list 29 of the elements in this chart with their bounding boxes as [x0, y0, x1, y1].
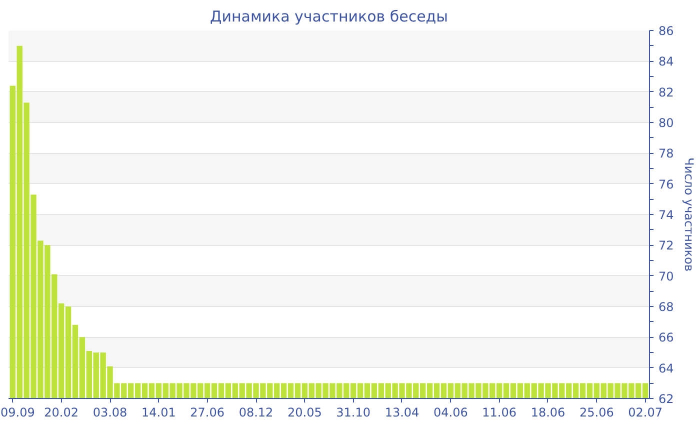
y-tick-label: 74 [658, 208, 674, 222]
x-tick-label: 08.12 [238, 406, 274, 420]
y-tick-label: 68 [658, 300, 674, 314]
y-tick-label: 64 [658, 361, 674, 376]
x-tick-label: 14.01 [141, 406, 176, 420]
y-tick-label: 66 [658, 330, 674, 345]
x-tick-label: 11.06 [482, 406, 517, 420]
y-tick-label: 62 [658, 392, 674, 406]
chart-title: Динамика участников беседы [210, 8, 448, 26]
y-tick-label: 78 [658, 146, 674, 161]
x-tick-label: 03.08 [92, 406, 128, 420]
x-tick-label: 31.10 [336, 406, 371, 420]
x-tick-label: 27.06 [190, 406, 225, 420]
y-tick-label: 82 [658, 85, 674, 100]
y-tick-label: 80 [658, 116, 674, 130]
x-tick-label: 20.05 [287, 406, 322, 420]
x-tick-label: 25.06 [579, 406, 614, 420]
x-tick-label: 04.06 [433, 406, 468, 420]
x-tick-label: 20.02 [44, 406, 79, 420]
y-tick-label: 84 [658, 54, 674, 69]
y-axis-title: Число участников [682, 158, 696, 272]
y-tick-label: 86 [658, 24, 674, 38]
y-tick-label: 76 [658, 177, 674, 192]
x-tick-label: 18.06 [530, 406, 566, 420]
y-tick-label: 72 [658, 238, 674, 253]
x-tick-label: 02.07 [628, 406, 663, 420]
x-tick-label: 13.04 [384, 406, 420, 420]
y-tick-label: 70 [658, 269, 674, 284]
x-tick-label: 09.09 [0, 406, 35, 420]
